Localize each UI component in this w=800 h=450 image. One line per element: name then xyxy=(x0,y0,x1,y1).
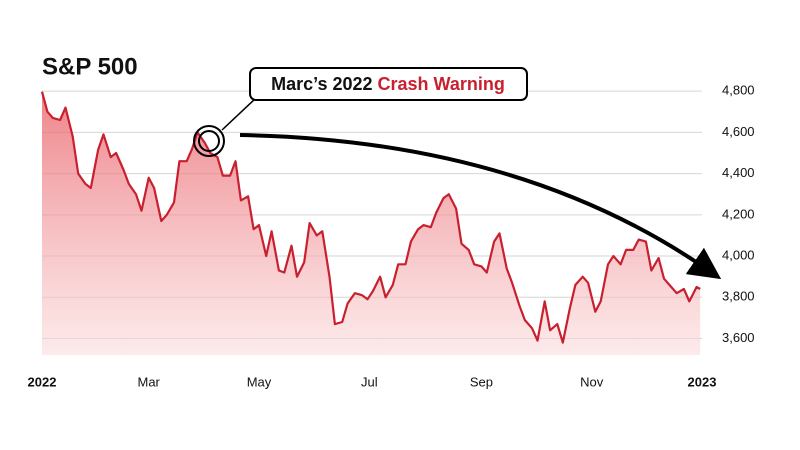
x-tick-label: 2022 xyxy=(28,374,57,389)
y-tick-label: 4,000 xyxy=(722,247,755,262)
callout-highlight: Crash Warning xyxy=(378,74,505,94)
line xyxy=(40,91,701,344)
chart-title: S&P 500 xyxy=(42,53,138,80)
callout-text: Marc’s 2022 Crash Warning xyxy=(271,74,505,94)
axes: 3,600 3,800 4,000 4,200 4,400 4,600 4,800 2022 M… xyxy=(28,83,755,390)
y-tick-label: 3,600 xyxy=(722,330,755,345)
y-tick-label: 4,200 xyxy=(722,206,755,221)
y-tick-label: 4,600 xyxy=(722,124,755,139)
x-tick-label: 2023 xyxy=(688,374,717,389)
x-tick-label: Sep xyxy=(470,374,493,389)
callout-circle-inner xyxy=(198,130,220,152)
callout-connector xyxy=(221,97,257,131)
y-tick-label: 4,400 xyxy=(722,165,755,180)
x-tick-label: Nov xyxy=(580,374,604,389)
callout-box xyxy=(249,67,528,101)
plot xyxy=(40,91,701,355)
callout-circle xyxy=(193,125,225,157)
area xyxy=(42,91,701,355)
x-tick-label: Mar xyxy=(137,374,160,389)
y-tick-label: 3,800 xyxy=(722,289,755,304)
trend-arrow xyxy=(239,133,722,280)
callout-prefix: Marc’s 2022 xyxy=(271,74,377,94)
x-tick-label: May xyxy=(247,374,272,389)
y-tick-label: 4,800 xyxy=(722,83,755,98)
x-tick-label: Jul xyxy=(361,374,378,389)
